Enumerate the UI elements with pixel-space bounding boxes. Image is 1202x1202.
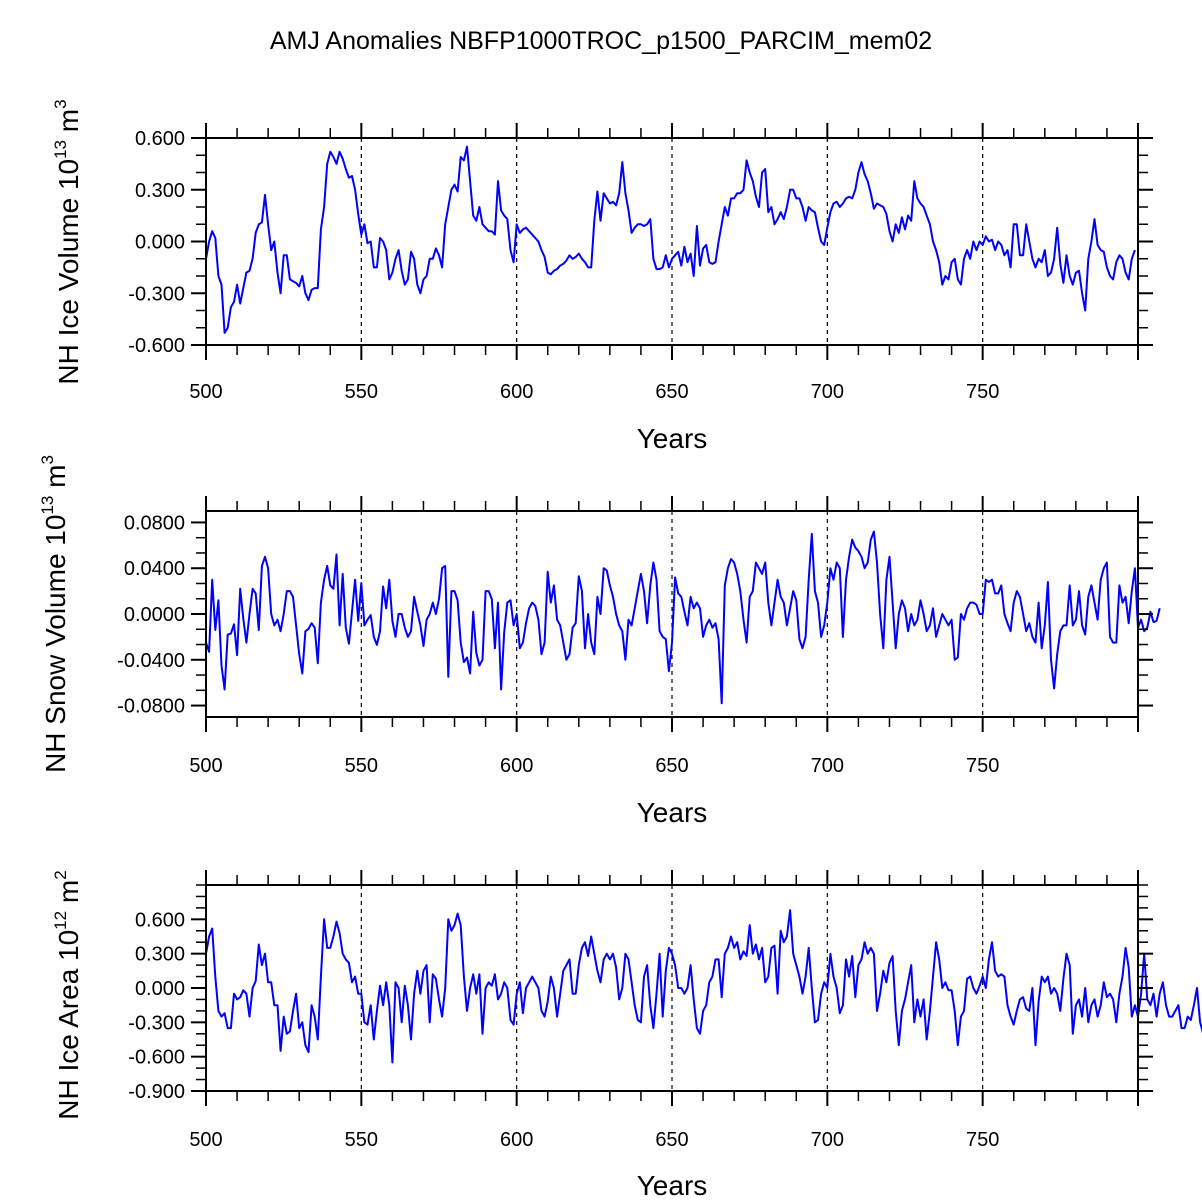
x-tick-label: 750	[966, 1129, 999, 1151]
x-tick-label: 600	[500, 381, 533, 403]
y-tick-label: -0.600	[128, 335, 185, 357]
y-axis-title: NH Ice Volume 1013 m3	[51, 99, 84, 384]
x-tick-label: 600	[500, 755, 533, 777]
x-tick-label: 700	[811, 381, 844, 403]
y-tick-label: 0.0000	[124, 604, 185, 626]
y-axis-title: NH Ice Area 1012 m2	[51, 870, 84, 1119]
y-tick-label: -0.600	[128, 1047, 185, 1069]
plot-frame	[205, 884, 1139, 1092]
x-tick-label: 500	[189, 755, 222, 777]
panel-3: 500 550 600 650 700 750 0.600 0.300 0.000 -0.300 -…	[51, 870, 1202, 1201]
y-tick-label: 0.300	[135, 180, 185, 202]
y-axis-title: NH Snow Volume 1013 m3	[38, 455, 71, 773]
x-axis-title: Years	[637, 1170, 708, 1201]
x-tick-label: 650	[655, 381, 688, 403]
y-tick-label: -0.0800	[117, 696, 185, 718]
chart-title: AMJ Anomalies NBFP1000TROC_p1500_PARCIM_…	[270, 27, 932, 55]
data-series-line	[205, 909, 1202, 1064]
y-tick-label: 0.000	[135, 232, 185, 254]
x-tick-label: 700	[811, 1129, 844, 1151]
x-tick-label: 650	[655, 1129, 688, 1151]
y-tick-label: -0.0400	[117, 650, 185, 672]
y-tick-label: 0.600	[135, 128, 185, 150]
x-tick-label: 650	[655, 755, 688, 777]
data-series-line	[205, 530, 1161, 705]
y-tick-label: -0.300	[128, 283, 185, 305]
y-tick-label: 0.0800	[124, 512, 185, 534]
y-tick-label: 0.0400	[124, 558, 185, 580]
x-axis-title: Years	[637, 797, 708, 828]
panel-2: 500 550 600 650 700 750 0.0800 0.0400 0.0000 -0.0…	[38, 455, 1161, 828]
y-tick-label: 0.600	[135, 909, 185, 931]
x-tick-label: 550	[345, 1129, 378, 1151]
x-tick-label: 600	[500, 1129, 533, 1151]
y-tick-label: 0.300	[135, 944, 185, 966]
y-tick-label: -0.900	[128, 1081, 185, 1103]
x-tick-label: 500	[189, 381, 222, 403]
panel-1: 500 550 600 650 700 750 0.600 0.300 0.000 -0.300 -…	[51, 99, 1153, 454]
x-axis-title: Years	[637, 423, 708, 454]
x-tick-label: 700	[811, 755, 844, 777]
data-series-line	[205, 145, 1136, 334]
x-tick-label: 550	[345, 381, 378, 403]
x-tick-label: 750	[966, 381, 999, 403]
x-tick-label: 550	[345, 755, 378, 777]
y-tick-label: -0.300	[128, 1012, 185, 1034]
x-tick-label: 500	[189, 1129, 222, 1151]
y-tick-label: 0.000	[135, 978, 185, 1000]
x-tick-label: 750	[966, 755, 999, 777]
